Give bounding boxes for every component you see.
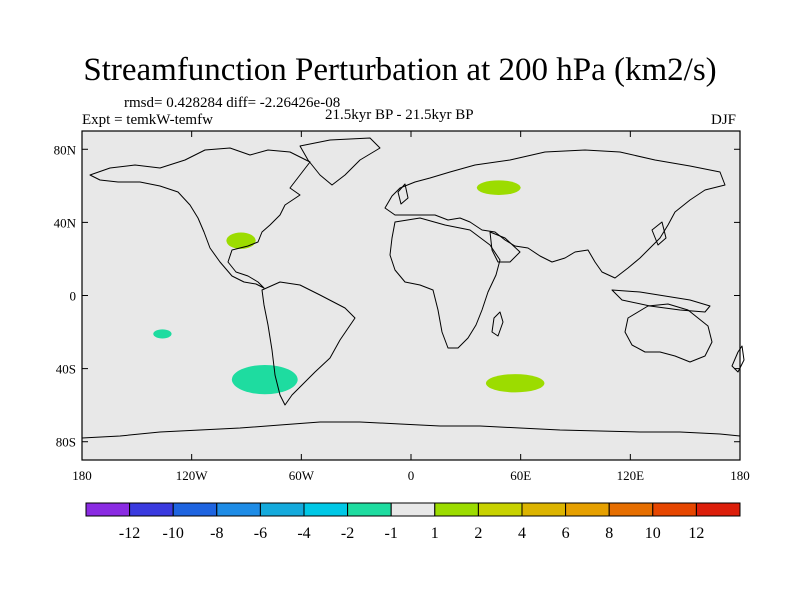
colorbar-swatch: [85, 502, 131, 517]
coastline-british-isles: [397, 183, 409, 205]
colorbar-label: -8: [210, 525, 223, 542]
colorbar-label: -10: [163, 525, 184, 542]
experiment-label: Expt = temkW-temfw: [82, 112, 213, 128]
colorbar-swatch: [129, 502, 174, 517]
coastline-greenland: [299, 137, 381, 186]
colorbar-swatch: [521, 502, 567, 517]
colorbar-swatch: [565, 502, 610, 517]
colorbar-swatch: [695, 502, 741, 517]
coastline-africa: [389, 217, 501, 349]
colorbar-swatch: [347, 502, 392, 517]
anomaly-1: [226, 232, 256, 249]
colorbar-swatch: [216, 502, 261, 517]
colorbar-label: -2: [341, 525, 354, 542]
anomaly-layer: [153, 180, 545, 395]
coastline-new-zealand: [731, 345, 745, 373]
coastline-indonesia: [611, 289, 711, 313]
coastline-eurasia: [384, 149, 726, 279]
chart-title: Streamfunction Perturbation at 200 hPa (…: [83, 52, 717, 88]
y-tick-label: 0: [70, 289, 77, 304]
colorbar-swatch: [259, 502, 305, 517]
colorbar-label: 6: [562, 525, 570, 542]
x-tick-label: 120E: [617, 468, 645, 483]
colorbar: -12 -10 -8 -6 -4 -2 -1 1 2 4 6 8 10 12: [85, 502, 741, 542]
stats-label: rmsd= 0.428284 diff= -2.26426e-08: [124, 95, 341, 111]
coastline-north-america: [89, 147, 311, 289]
coastline-antarctica: [81, 421, 741, 461]
coastline-japan: [651, 221, 667, 246]
colorbar-swatch: [390, 502, 436, 517]
colorbar-swatch: [608, 502, 654, 517]
colorbar-label: 4: [518, 525, 526, 542]
coastline-arabia: [489, 231, 521, 263]
anomaly-2: [485, 374, 545, 393]
x-tick-label: 120W: [176, 468, 209, 483]
colorbar-label: 10: [645, 525, 661, 542]
anomaly-3: [153, 329, 172, 339]
colorbar-swatch: [303, 502, 349, 517]
y-axis: 80N 40N 0 40S 80S: [54, 142, 740, 450]
x-axis: 180 120W 60W 0 60E 120E 180: [72, 131, 750, 483]
colorbar-label: -12: [119, 525, 140, 542]
colorbar-swatch: [172, 502, 218, 517]
anomaly-4: [231, 364, 298, 395]
colorbar-label: -4: [297, 525, 310, 542]
coastline-south-america: [261, 281, 356, 406]
colorbar-swatch: [434, 502, 479, 517]
colorbar-label: -1: [385, 525, 398, 542]
coastline-madagascar: [491, 311, 504, 337]
y-tick-label: 40S: [56, 362, 76, 377]
y-tick-label: 40N: [54, 215, 77, 230]
x-tick-label: 180: [730, 468, 750, 483]
period-label: 21.5kyr BP - 21.5kyr BP: [325, 107, 474, 123]
x-tick-label: 60E: [510, 468, 531, 483]
y-tick-label: 80N: [54, 142, 77, 157]
colorbar-label: 1: [431, 525, 439, 542]
plot-background: [82, 131, 740, 460]
colorbar-label: 8: [605, 525, 613, 542]
colorbar-swatch: [652, 502, 697, 517]
colorbar-label: 2: [474, 525, 482, 542]
colorbar-label: 12: [688, 525, 704, 542]
coastline-australia: [624, 303, 713, 363]
colorbar-swatch: [477, 502, 523, 517]
coastlines: [81, 137, 745, 461]
x-tick-label: 60W: [289, 468, 315, 483]
season-label: DJF: [711, 112, 737, 128]
anomaly-0: [476, 180, 521, 195]
x-tick-label: 180: [72, 468, 92, 483]
x-tick-label: 0: [408, 468, 415, 483]
colorbar-label: -6: [254, 525, 267, 542]
y-tick-label: 80S: [56, 435, 76, 450]
